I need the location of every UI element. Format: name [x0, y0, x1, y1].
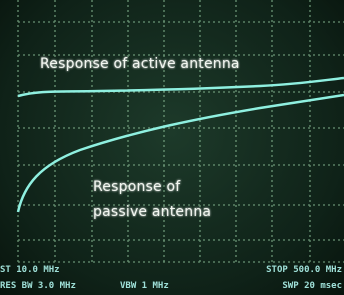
passive-label: Response of passive antenna	[93, 175, 213, 225]
res-bw-readout: RES BW 3.0 MHz	[0, 281, 76, 291]
stop-readout: STOP 500.0 MHz	[266, 265, 342, 275]
start-readout: ST 10.0 MHz	[0, 265, 60, 275]
sweep-readout: SWP 20 msec	[282, 281, 342, 291]
vbw-readout: VBW 1 MHz	[120, 281, 169, 291]
page: {"annotations": {"active": "Response of …	[0, 0, 344, 295]
display	[0, 0, 344, 295]
active-label: Response of active antenna	[40, 52, 240, 77]
active-trace	[18, 78, 344, 96]
analyzer-screen: Response of active antenna Response of p…	[0, 0, 344, 295]
